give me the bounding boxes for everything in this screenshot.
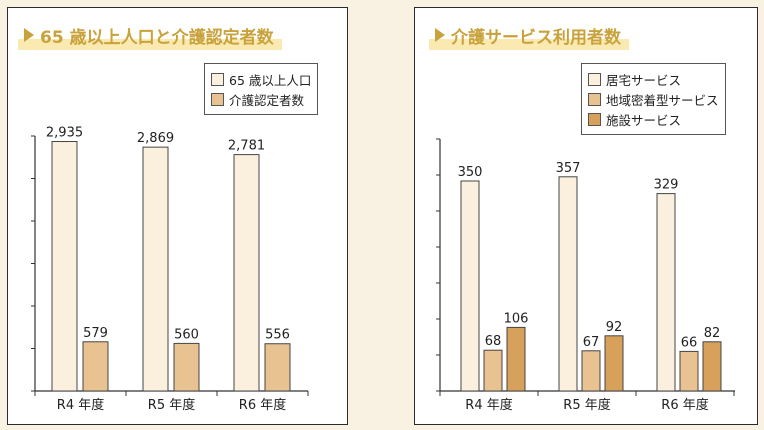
data-label: 66 bbox=[681, 335, 698, 350]
population-chart-legend: 65 歳以上人口 介護認定者数 bbox=[204, 63, 319, 115]
legend-item: 65 歳以上人口 bbox=[211, 69, 311, 89]
triangle-bullet-icon bbox=[435, 28, 445, 42]
data-label: 82 bbox=[704, 326, 721, 341]
x-tick-label: R5 年度 bbox=[148, 397, 195, 413]
population-bar-chart: 2,935 579 R4 年度 2,869 560 R5 年度 2,781 556 R6 年度 bbox=[31, 126, 309, 413]
x-tick-label: R4 年度 bbox=[465, 397, 512, 413]
triangle-bullet-icon bbox=[24, 28, 34, 42]
data-label: 106 bbox=[504, 311, 529, 326]
data-label: 92 bbox=[606, 320, 623, 335]
legend-swatch bbox=[211, 92, 224, 106]
population-chart-panel: 65 歳以上人口と介護認定者数 65 歳以上人口 介護認定者数 2,935 579… bbox=[7, 7, 348, 425]
x-tick-label: R6 年度 bbox=[661, 397, 708, 413]
data-label: 2,935 bbox=[46, 126, 83, 141]
data-label: 67 bbox=[583, 335, 600, 350]
bar bbox=[233, 154, 260, 392]
bar bbox=[82, 341, 109, 392]
bar bbox=[702, 341, 722, 392]
legend-item: 介護認定者数 bbox=[211, 89, 311, 109]
population-chart-title: 65 歳以上人口と介護認定者数 bbox=[18, 20, 282, 50]
legend-item: 居宅サービス bbox=[588, 69, 719, 89]
x-tick-label: R5 年度 bbox=[563, 397, 610, 413]
bar bbox=[656, 193, 676, 392]
bar bbox=[558, 176, 578, 392]
bar bbox=[51, 141, 78, 392]
bar bbox=[581, 350, 601, 392]
data-label: 2,781 bbox=[228, 139, 265, 154]
data-label: 68 bbox=[485, 334, 502, 349]
bar bbox=[483, 349, 503, 392]
service-chart-panel: 介護サービス利用者数 居宅サービス 地域密着型サービス 施設サービス 350 68… bbox=[414, 7, 758, 425]
service-chart-title: 介護サービス利用者数 bbox=[429, 20, 629, 50]
bar bbox=[173, 342, 200, 392]
data-label: 556 bbox=[265, 328, 290, 343]
bar bbox=[142, 146, 169, 392]
legend-swatch bbox=[588, 112, 601, 126]
bar bbox=[604, 335, 624, 392]
legend-item: 施設サービス bbox=[588, 109, 719, 129]
legend-item: 地域密着型サービス bbox=[588, 89, 719, 109]
data-label: 350 bbox=[458, 165, 483, 180]
legend-swatch bbox=[588, 72, 601, 86]
service-chart-legend: 居宅サービス 地域密着型サービス 施設サービス bbox=[581, 63, 726, 135]
legend-swatch bbox=[588, 92, 601, 106]
data-label: 560 bbox=[174, 327, 199, 342]
bar bbox=[460, 180, 480, 392]
data-label: 357 bbox=[556, 161, 581, 176]
bar bbox=[506, 326, 526, 392]
data-label: 329 bbox=[654, 178, 679, 193]
bar bbox=[264, 343, 291, 392]
data-label: 579 bbox=[83, 326, 108, 341]
data-label: 2,869 bbox=[137, 131, 174, 146]
x-tick-label: R6 年度 bbox=[239, 397, 286, 413]
legend-swatch bbox=[211, 72, 224, 86]
x-tick-label: R4 年度 bbox=[57, 397, 104, 413]
bar bbox=[679, 350, 699, 392]
